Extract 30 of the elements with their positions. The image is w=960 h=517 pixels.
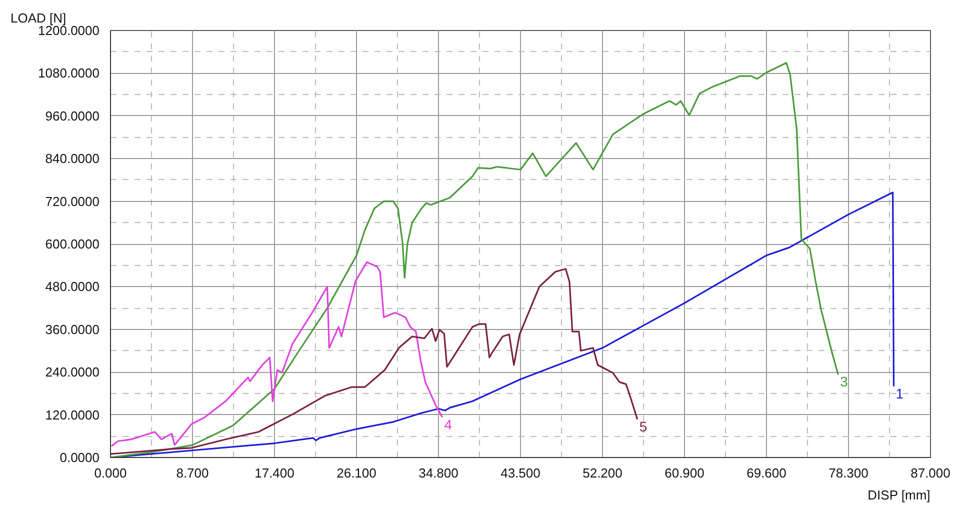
- y-tick-label: 120.0000: [45, 407, 100, 422]
- x-tick-label: 8.700: [176, 466, 209, 480]
- series-label: 3: [840, 374, 848, 390]
- y-tick-label: 0.0000: [60, 450, 100, 465]
- series-label: 4: [444, 416, 452, 432]
- x-axis-title: DISP [mm]: [868, 488, 930, 502]
- y-tick-label: 720.0000: [45, 194, 100, 209]
- x-tick-label: 0.000: [94, 466, 127, 480]
- x-tick-label: 60.900: [664, 466, 704, 480]
- x-tick-label: 52.200: [582, 466, 622, 480]
- y-tick-label: 960.0000: [45, 108, 100, 124]
- x-tick-label: 69.600: [746, 466, 786, 480]
- y-tick-label: 840.0000: [45, 151, 100, 166]
- x-tick-label: 87.000: [910, 466, 950, 480]
- x-tick-label: 17.400: [254, 466, 294, 480]
- y-tick-label: 360.0000: [45, 322, 100, 337]
- line-series: [110, 268, 638, 455]
- line-series: [110, 62, 839, 458]
- y-tick-label: 1080.0000: [38, 66, 100, 81]
- line-series: [110, 261, 444, 447]
- series-label: 5: [639, 418, 648, 434]
- x-tick-label: 26.100: [336, 466, 376, 480]
- y-tick-label: 480.0000: [45, 279, 100, 294]
- y-axis-title: LOAD [N]: [10, 10, 66, 26]
- x-tick-label: 34.800: [418, 466, 458, 480]
- x-tick-label: 43.500: [500, 466, 540, 480]
- x-tick-label: 78.300: [828, 466, 868, 480]
- series-label: 1: [896, 385, 904, 402]
- y-tick-label: 600.0000: [45, 236, 100, 252]
- y-tick-label: 240.0000: [45, 364, 100, 380]
